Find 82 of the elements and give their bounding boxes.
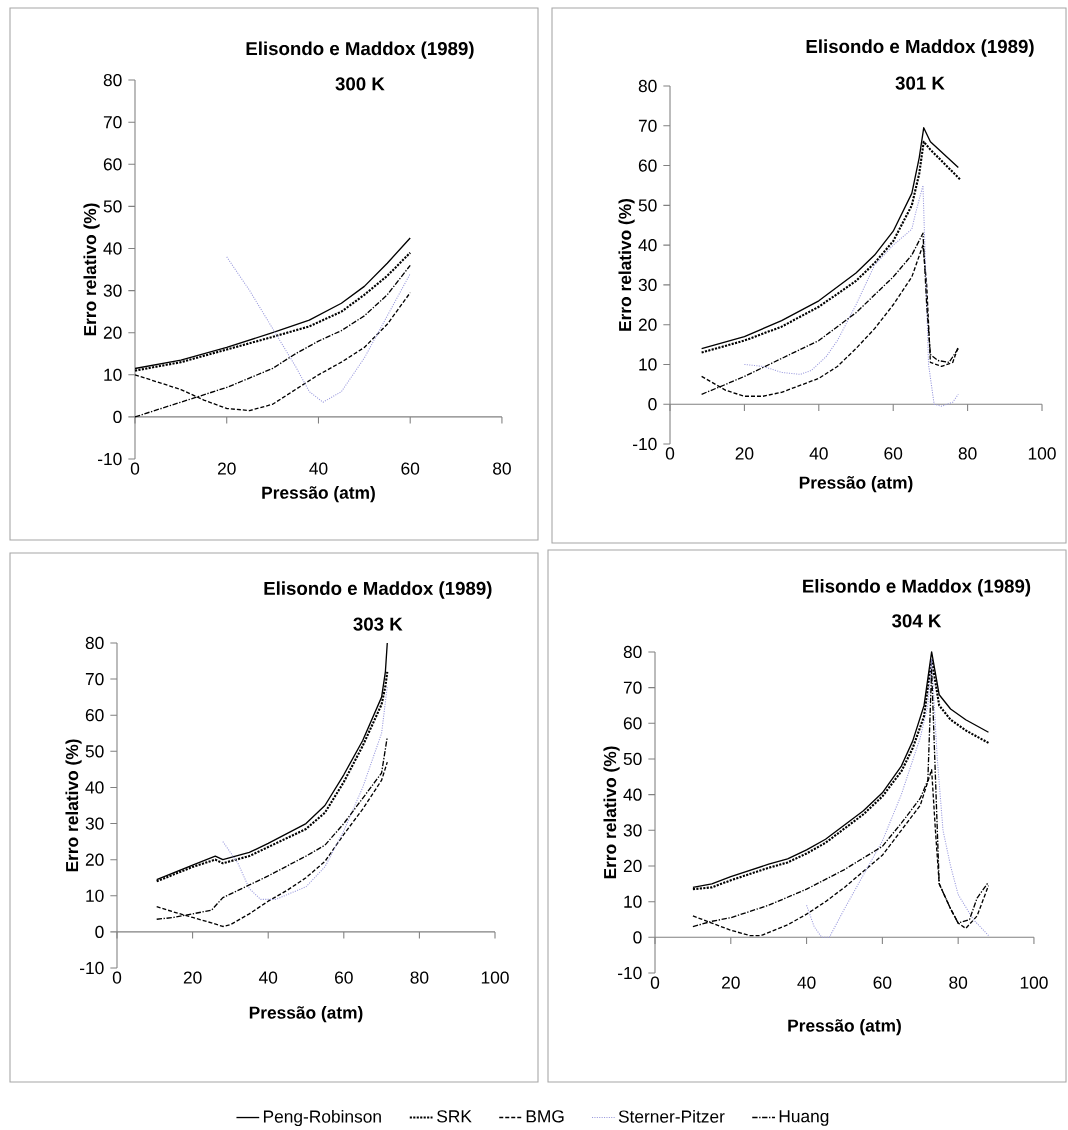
y-tick-label: 10 xyxy=(86,889,104,902)
y-axis-title: Erro relativo (%) xyxy=(603,746,620,879)
x-tick-label: 60 xyxy=(884,447,903,460)
y-tick-label: 60 xyxy=(638,159,657,172)
x-tick-label: 40 xyxy=(809,447,828,460)
y-tick-label: 50 xyxy=(103,200,122,213)
y-tick-label: 40 xyxy=(85,781,104,794)
x-axis-title: Pressão (atm) xyxy=(249,1006,363,1023)
y-axis-title: Erro relativo (%) xyxy=(618,198,635,331)
chart-subtitle: 303 K xyxy=(353,617,403,631)
y-tick-label: 30 xyxy=(623,824,642,837)
x-tick-label: 80 xyxy=(949,976,968,989)
y-tick-label: 30 xyxy=(85,817,104,830)
y-tick-label: 60 xyxy=(623,717,642,730)
y-tick-label: 80 xyxy=(85,636,104,650)
y-tick-label: 40 xyxy=(638,238,657,252)
y-tick-label: 20 xyxy=(85,853,104,866)
y-tick-label: -10 xyxy=(633,437,657,451)
y-tick-label: 60 xyxy=(103,158,122,171)
y-tick-label: -10 xyxy=(618,966,642,980)
y-tick-label: 80 xyxy=(638,79,657,93)
x-tick-label: 60 xyxy=(873,976,892,989)
legend-label: Huang xyxy=(779,1110,829,1126)
y-tick-label: 40 xyxy=(103,242,122,255)
y-tick-label: 70 xyxy=(85,672,104,686)
legend-label: SRK xyxy=(437,1110,472,1123)
y-tick-label: 20 xyxy=(623,859,642,873)
y-tick-label: -10 xyxy=(80,961,104,975)
chart-title: Elisondo e Maddox (1989) xyxy=(806,39,1034,57)
x-axis-title: Pressão (atm) xyxy=(262,486,375,503)
x-tick-label: 20 xyxy=(722,976,740,989)
y-tick-label: 80 xyxy=(623,645,642,659)
y-tick-label: 0 xyxy=(633,931,642,944)
x-tick-label: 0 xyxy=(130,462,140,475)
x-tick-label: 20 xyxy=(217,462,236,475)
y-tick-label: 70 xyxy=(103,116,122,129)
chart-title: Elisondo e Maddox (1989) xyxy=(803,579,1031,597)
y-tick-label: 70 xyxy=(638,119,657,132)
chart-subtitle: 301 K xyxy=(895,76,945,90)
y-tick-label: 30 xyxy=(103,284,122,297)
x-tick-label: 80 xyxy=(958,447,977,460)
legend-label: Sterner-Pitzer xyxy=(618,1109,725,1123)
x-tick-label: 60 xyxy=(335,971,353,984)
chart-title: Elisondo e Maddox (1989) xyxy=(246,41,474,59)
x-tick-label: 40 xyxy=(309,462,328,475)
x-tick-label: 80 xyxy=(493,462,511,475)
y-tick-label: 30 xyxy=(638,278,657,292)
y-tick-label: 60 xyxy=(85,709,104,722)
x-tick-label: 0 xyxy=(665,447,675,460)
x-tick-label: 100 xyxy=(1028,447,1056,460)
x-axis-title: Pressão (atm) xyxy=(788,1019,901,1036)
x-tick-label: 80 xyxy=(410,971,429,984)
x-tick-label: 100 xyxy=(481,971,509,984)
y-tick-label: 50 xyxy=(623,752,642,766)
y-tick-label: 70 xyxy=(623,681,642,694)
chart-subtitle: 304 K xyxy=(891,614,942,628)
x-axis-title: Pressão (atm) xyxy=(799,476,913,493)
y-tick-label: 10 xyxy=(639,358,657,371)
legend-label: Peng-Robinson xyxy=(263,1109,381,1127)
legend-label: BMG xyxy=(526,1110,564,1123)
y-tick-label: 10 xyxy=(104,368,122,381)
y-tick-label: 0 xyxy=(648,398,657,411)
y-tick-label: -10 xyxy=(98,452,122,466)
chart-title: Elisondo e Maddox (1989) xyxy=(264,581,492,599)
y-tick-label: 10 xyxy=(624,895,642,908)
x-tick-label: 40 xyxy=(797,976,816,989)
y-tick-label: 40 xyxy=(623,788,642,801)
y-tick-label: 0 xyxy=(113,410,122,424)
y-tick-label: 50 xyxy=(638,199,657,212)
y-tick-label: 80 xyxy=(103,73,122,87)
y-tick-label: 50 xyxy=(85,745,104,758)
y-tick-label: 20 xyxy=(103,326,122,339)
x-tick-label: 100 xyxy=(1020,976,1048,989)
x-tick-label: 20 xyxy=(735,447,754,460)
x-tick-label: 20 xyxy=(183,971,202,984)
y-tick-label: 0 xyxy=(95,925,104,939)
y-axis-title: Erro relativo (%) xyxy=(65,739,82,872)
x-tick-label: 40 xyxy=(258,971,278,984)
y-tick-label: 20 xyxy=(638,318,657,331)
x-tick-label: 60 xyxy=(401,462,420,475)
y-axis-title: Erro relativo (%) xyxy=(83,203,100,336)
chart-subtitle: 300 K xyxy=(335,77,385,91)
